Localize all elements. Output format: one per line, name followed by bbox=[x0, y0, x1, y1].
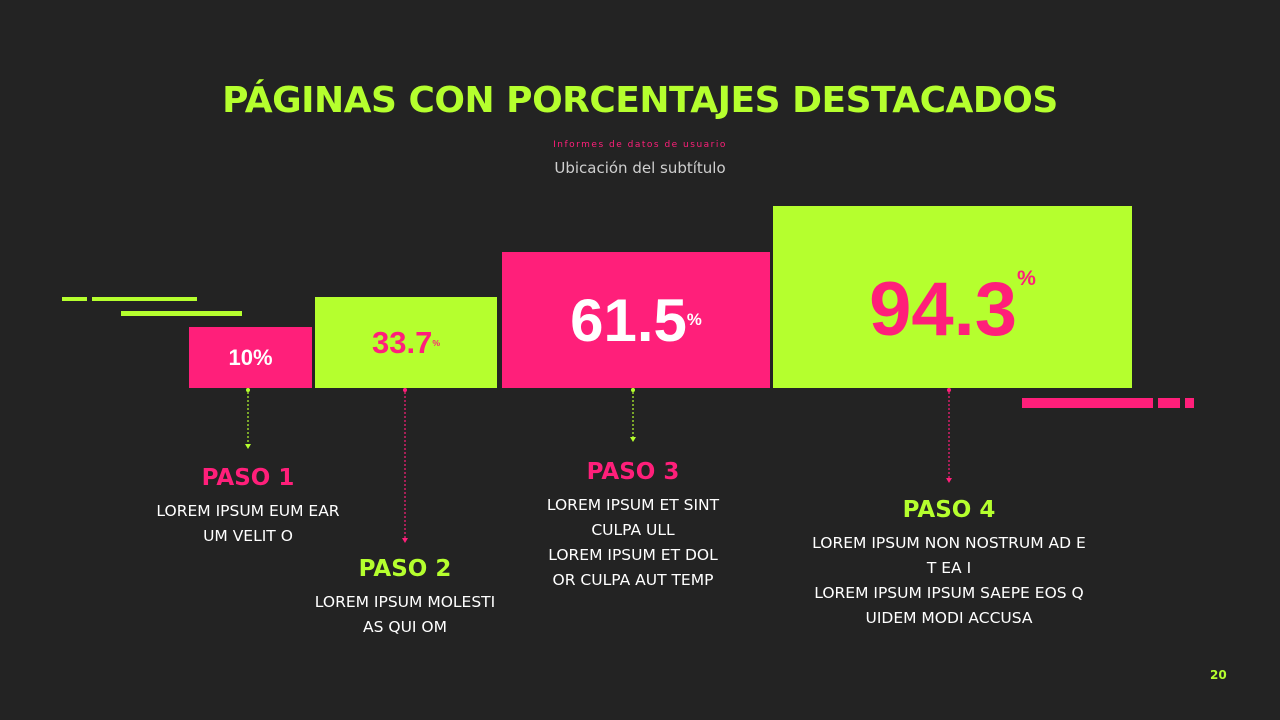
subtitle: Ubicación del subtítulo bbox=[554, 159, 726, 177]
step-box: 10% bbox=[189, 327, 312, 388]
deco-line bbox=[92, 297, 197, 301]
step-label: PASO 1 bbox=[201, 465, 295, 491]
step-label: PASO 2 bbox=[358, 556, 452, 582]
step-unit: % bbox=[686, 310, 702, 329]
step-text: AS QUI OM bbox=[363, 618, 447, 636]
step-box: 94.3% bbox=[773, 206, 1132, 388]
step-text: UIDEM MODI ACCUSA bbox=[865, 609, 1033, 627]
deco-line bbox=[62, 297, 87, 301]
connector-dot bbox=[403, 388, 407, 392]
step-text: T EA I bbox=[926, 559, 972, 577]
step-text: LOREM IPSUM ET SINT bbox=[546, 496, 720, 514]
arrow bbox=[245, 444, 251, 449]
arrow bbox=[402, 538, 408, 543]
step: PASO 4 LOREM IPSUM NON NOSTRUM AD E T EA… bbox=[789, 497, 1109, 631]
step-text: LOREM IPSUM IPSUM SAEPE EOS Q bbox=[814, 584, 1084, 602]
step-label: PASO 4 bbox=[902, 497, 996, 523]
page-number: 20 bbox=[1210, 668, 1227, 682]
step-text: OR CULPA AUT TEMP bbox=[552, 571, 714, 589]
arrow bbox=[946, 478, 952, 483]
step-unit: % bbox=[432, 337, 441, 348]
deco-line bbox=[1158, 398, 1180, 408]
connector-dot bbox=[631, 388, 635, 392]
deco-line bbox=[121, 311, 242, 316]
step-text: CULPA ULL bbox=[591, 521, 675, 539]
deco-line bbox=[1185, 398, 1194, 408]
step-box: 61.5% bbox=[502, 252, 770, 388]
step: PASO 2 LOREM IPSUM MOLESTI AS QUI OM bbox=[245, 556, 565, 640]
step-label: PASO 3 bbox=[586, 459, 680, 485]
title: PÁGINAS CON PORCENTAJES DESTACADOS bbox=[222, 80, 1058, 121]
kicker: Informes de datos de usuario bbox=[553, 140, 727, 150]
step-unit: % bbox=[1017, 266, 1036, 290]
step-text: LOREM IPSUM ET DOL bbox=[548, 546, 718, 564]
step: PASO 1 LOREM IPSUM EUM EAR UM VELIT O bbox=[88, 465, 408, 549]
step-value: 10% bbox=[228, 344, 273, 370]
step-text: LOREM IPSUM NON NOSTRUM AD E bbox=[812, 534, 1086, 552]
step-value: 61.5 bbox=[570, 286, 687, 354]
step-box: 33.7% bbox=[315, 297, 497, 388]
connector-dot bbox=[246, 388, 250, 392]
step: PASO 3 LOREM IPSUM ET SINT CULPA ULL LOR… bbox=[473, 459, 793, 593]
step-value: 33.7 bbox=[371, 324, 433, 360]
deco-line bbox=[1022, 398, 1153, 408]
arrow bbox=[630, 437, 636, 442]
connector-dot bbox=[947, 388, 951, 392]
step-text: LOREM IPSUM MOLESTI bbox=[314, 593, 496, 611]
step-text: UM VELIT O bbox=[203, 527, 293, 545]
step-value: 94.3 bbox=[869, 267, 1017, 352]
step-text: LOREM IPSUM EUM EAR bbox=[156, 502, 340, 520]
